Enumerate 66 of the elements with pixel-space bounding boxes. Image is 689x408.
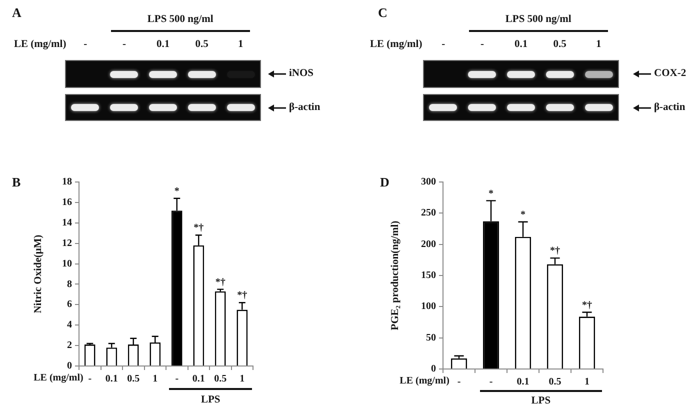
data-label: * bbox=[488, 188, 494, 200]
x-axis-title: LE (mg/ml) bbox=[400, 376, 450, 387]
y-tick-label: 12 bbox=[62, 238, 72, 249]
data-label: *† bbox=[582, 300, 592, 311]
x-tick-label: - bbox=[457, 376, 461, 388]
x-tick-label: 0.5 bbox=[548, 376, 562, 388]
x-tick-label: 1 bbox=[584, 376, 590, 388]
text: β-actin bbox=[654, 102, 686, 114]
chart-title: B bbox=[12, 174, 21, 190]
y-tick-label: 100 bbox=[421, 301, 436, 312]
category-label: 0.1 bbox=[513, 39, 529, 51]
y-tick-label: 200 bbox=[421, 238, 436, 250]
y-tick-label: 16 bbox=[62, 197, 72, 208]
x-tick-label: 0.1 bbox=[192, 374, 205, 385]
data-label: *† bbox=[237, 290, 248, 302]
data-label: *† bbox=[550, 246, 560, 257]
y-tick-label: 250 bbox=[421, 208, 436, 219]
text: COX-2 bbox=[654, 68, 686, 80]
text: A bbox=[12, 5, 22, 20]
category-label: - bbox=[121, 39, 127, 51]
category-label: 0.5 bbox=[194, 39, 210, 51]
y-tick-label: 150 bbox=[421, 270, 436, 282]
x-tick-label: 1 bbox=[152, 374, 158, 385]
category-label: 0.5 bbox=[552, 39, 568, 51]
x-tick-label: 0.5 bbox=[214, 374, 227, 385]
x-tick-label: - bbox=[88, 374, 92, 385]
text: LE (mg/ml) bbox=[370, 39, 422, 51]
x-tick-label: 1 bbox=[240, 374, 245, 385]
data-label: *† bbox=[194, 222, 204, 234]
y-tick-label: 18 bbox=[62, 176, 72, 188]
x-tick-label: 0.5 bbox=[127, 374, 140, 385]
category-label: - bbox=[82, 39, 88, 51]
text: LPS bbox=[201, 394, 220, 406]
y-tick-label: 6 bbox=[67, 299, 72, 310]
text: LPS 500 ng/ml bbox=[504, 14, 572, 26]
text: LE (mg/ml) bbox=[14, 39, 66, 51]
chart-title: D bbox=[380, 174, 390, 190]
x-axis-title: LE (mg/ml) bbox=[34, 372, 84, 384]
category-label: - bbox=[440, 39, 446, 51]
category-label: 1 bbox=[236, 39, 244, 51]
x-tick-label: - bbox=[489, 376, 493, 388]
text: iNOS bbox=[289, 68, 314, 80]
y-tick-label: 300 bbox=[421, 176, 436, 188]
data-label: * bbox=[174, 186, 180, 197]
y-tick-label: 2 bbox=[67, 340, 72, 352]
x-tick-label: - bbox=[175, 374, 179, 385]
y-tick-label: 8 bbox=[67, 278, 72, 290]
y-axis-title: PGE₂ production(ng/ml) bbox=[390, 220, 402, 330]
y-tick-label: 0 bbox=[67, 360, 72, 372]
y-tick-label: 10 bbox=[62, 258, 72, 270]
text: LPS bbox=[531, 396, 551, 407]
category-label: 1 bbox=[594, 39, 602, 51]
category-label: 0.1 bbox=[155, 39, 171, 51]
x-tick-label: 0.1 bbox=[105, 374, 118, 385]
category-label: - bbox=[479, 39, 485, 51]
text: C bbox=[378, 5, 388, 20]
text: LPS 500 ng/ml bbox=[146, 14, 214, 26]
text: β-actin bbox=[289, 102, 320, 114]
y-tick-label: 50 bbox=[426, 332, 436, 344]
data-label: * bbox=[520, 209, 526, 220]
y-tick-label: 4 bbox=[67, 320, 72, 331]
y-tick-label: 14 bbox=[62, 217, 72, 228]
y-axis-title: Nitric Oxide(μM) bbox=[33, 234, 44, 314]
data-label: *† bbox=[215, 276, 226, 288]
y-tick-label: 0 bbox=[431, 364, 436, 375]
x-tick-label: 0.1 bbox=[516, 376, 530, 388]
